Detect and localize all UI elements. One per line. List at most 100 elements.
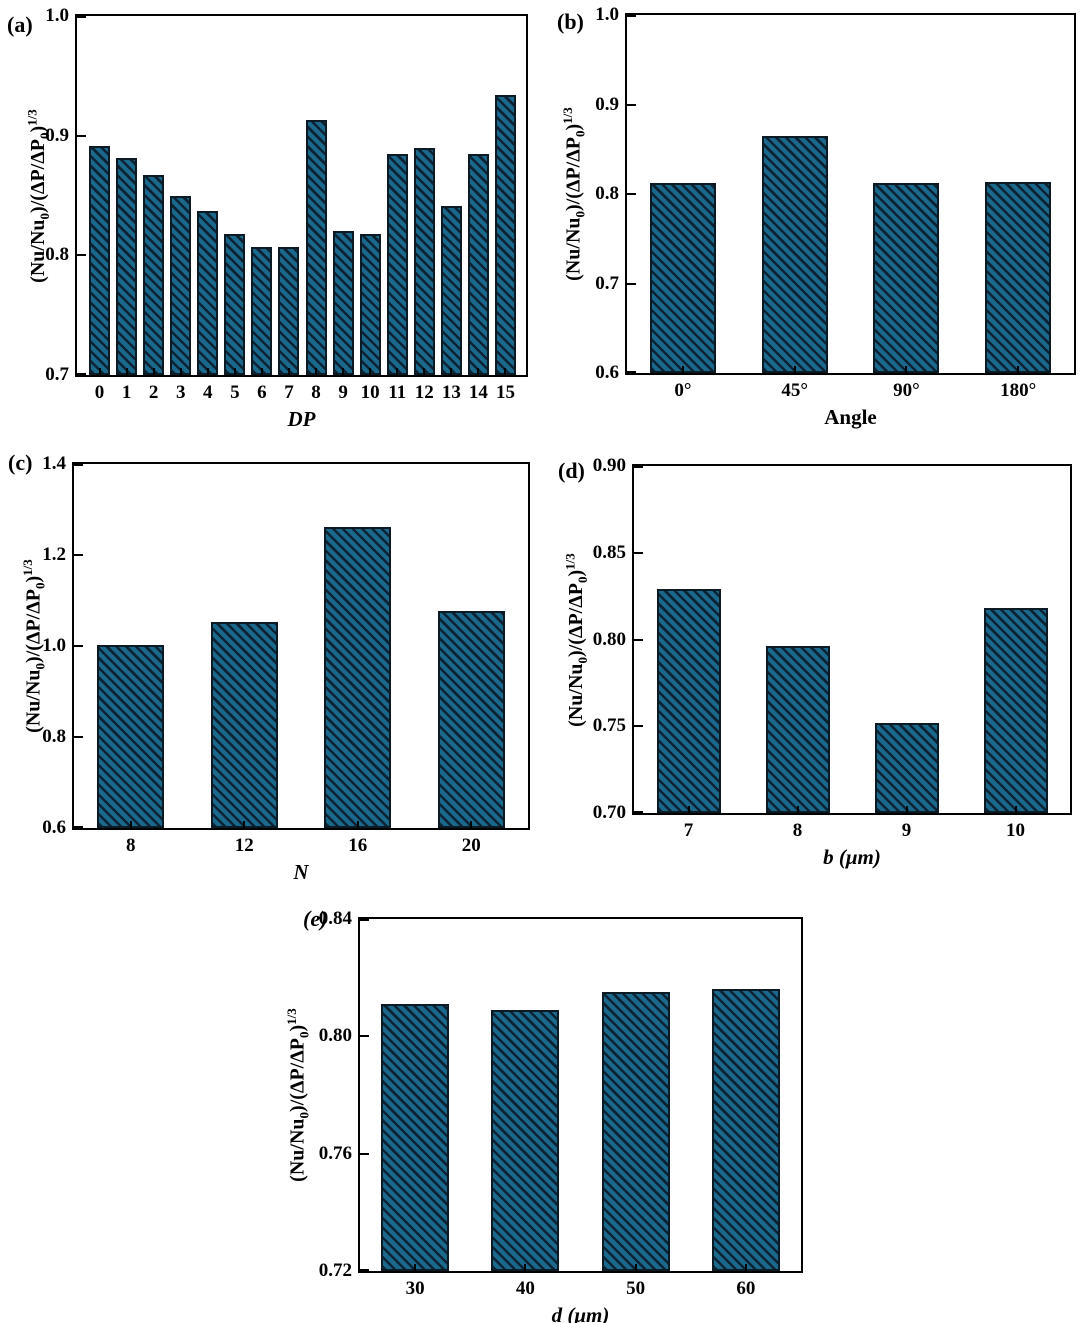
bar-9 <box>332 231 354 375</box>
ylabel-sub-zero: 0 <box>572 130 588 138</box>
x-tick-mark <box>129 821 132 828</box>
bar-10 <box>359 233 381 375</box>
panel-d-x-axis-title: b (μm) <box>823 845 881 869</box>
x-tick-label: 180° <box>1000 380 1037 401</box>
panel-c-label: (c) <box>8 450 33 475</box>
bar-60 <box>711 989 780 1271</box>
bar-9 <box>874 722 939 813</box>
x-tick-label: 60 <box>736 1278 756 1299</box>
y-tick-label: 0.8 <box>595 183 619 204</box>
y-tick-mark <box>74 826 83 828</box>
x-tick-label: 50 <box>626 1278 646 1299</box>
x-tick-mark <box>681 366 684 373</box>
bar-7 <box>656 589 721 813</box>
ylabel-sub-zero: 0 <box>32 582 48 590</box>
x-tick-mark <box>179 368 182 375</box>
ylabel-sub-zero: 0 <box>32 662 48 670</box>
x-tick-label: 5 <box>230 382 240 403</box>
y-tick-label: 0.8 <box>42 726 66 747</box>
ylabel-text: (Nu/Nu <box>22 669 45 733</box>
x-tick-mark <box>356 821 359 828</box>
panel-e-x-axis-title: d (μm) <box>551 1303 610 1323</box>
bar-12 <box>413 147 435 375</box>
panel-e-y-axis-title: (Nu/Nu0)/(ΔP/ΔP0)1/3 <box>278 917 312 1273</box>
x-tick-mark <box>905 806 908 813</box>
x-tick-mark <box>744 1264 747 1271</box>
x-tick-label: 30 <box>405 1278 425 1299</box>
y-tick-label: 1.0 <box>595 4 619 25</box>
x-tick-label: 12 <box>414 382 434 403</box>
y-tick-mark <box>634 638 643 641</box>
bar-0° <box>649 183 716 373</box>
panel-c-plot: (c) (Nu/Nu0)/(ΔP/ΔP0)1/3 N 0.6 0.8 1.0 1.2 1… <box>8 450 530 884</box>
x-tick-mark <box>796 806 799 813</box>
panel-b-x-axis-title: Angle <box>824 405 877 429</box>
bar-30 <box>381 1004 450 1271</box>
y-tick-mark <box>634 811 643 813</box>
y-tick-label: 0.8 <box>45 244 69 266</box>
x-tick-label: 0 <box>94 382 105 403</box>
y-tick-label: 0.90 <box>592 455 626 476</box>
x-tick-label: 11 <box>388 382 407 403</box>
x-tick-label: 4 <box>203 382 213 403</box>
x-tick-mark <box>687 806 690 813</box>
x-tick-label: 10 <box>360 382 380 403</box>
y-tick-label: 1.4 <box>42 453 66 474</box>
x-tick-mark <box>243 821 246 828</box>
y-tick-label: 0.70 <box>592 802 626 823</box>
bar-13 <box>440 206 462 375</box>
y-tick-mark <box>77 254 86 257</box>
ylabel-text: ) <box>22 575 45 583</box>
x-tick-mark <box>634 1264 637 1271</box>
bar-8 <box>765 646 830 813</box>
y-tick-mark <box>360 919 369 921</box>
x-tick-mark <box>793 366 796 373</box>
y-tick-label: 0.84 <box>318 908 352 929</box>
bar-4 <box>197 211 219 375</box>
x-tick-label: 15 <box>495 382 515 403</box>
bar-3 <box>170 195 192 375</box>
ylabel-text: ) <box>562 123 585 131</box>
x-tick-label: 14 <box>468 382 488 403</box>
y-tick-mark <box>360 1152 369 1155</box>
panel-b-plot: (b) (Nu/Nu0)/(ΔP/ΔP0)1/3 Angle 0.6 0.7 0.8… <box>557 4 1076 429</box>
x-tick-label: 9 <box>901 820 912 841</box>
y-tick-mark <box>360 1269 369 1271</box>
y-tick-label: 0.6 <box>42 817 66 838</box>
y-tick-label: 0.85 <box>592 541 626 563</box>
x-tick-mark <box>98 368 101 375</box>
bar-6 <box>251 246 273 375</box>
y-tick-label: 0.76 <box>318 1142 352 1164</box>
x-tick-label: 3 <box>175 382 186 403</box>
x-tick-mark <box>470 821 473 828</box>
x-tick-label: 90° <box>893 380 920 401</box>
ylabel-exponent: 1/3 <box>284 1008 299 1025</box>
bar-1 <box>116 158 138 375</box>
panel-d-label: (d) <box>558 458 585 483</box>
bar-5 <box>224 233 246 375</box>
y-tick-mark <box>627 371 636 373</box>
y-tick-mark <box>627 15 636 17</box>
ylabel-sub-zero: 0 <box>574 576 590 583</box>
y-tick-label: 1.0 <box>45 5 69 26</box>
y-tick-label: 0.9 <box>595 93 619 115</box>
bar-45° <box>761 135 828 373</box>
x-tick-label: 0° <box>674 380 692 401</box>
x-tick-mark <box>423 368 426 375</box>
x-tick-label: 1 <box>121 382 132 403</box>
x-tick-mark <box>342 368 345 375</box>
ylabel-sub-zero: 0 <box>296 1111 312 1119</box>
y-tick-label: 1.0 <box>42 635 66 656</box>
x-tick-mark <box>1017 366 1020 373</box>
bar-40 <box>491 1009 560 1271</box>
x-tick-mark <box>524 1264 527 1271</box>
y-tick-mark <box>627 193 636 195</box>
x-tick-label: 7 <box>683 820 694 841</box>
x-tick-mark <box>315 368 318 375</box>
x-tick-mark <box>396 368 399 375</box>
y-tick-mark <box>627 282 636 285</box>
y-tick-mark <box>74 464 83 466</box>
y-tick-label: 0.72 <box>318 1260 352 1281</box>
y-tick-mark <box>77 16 86 18</box>
